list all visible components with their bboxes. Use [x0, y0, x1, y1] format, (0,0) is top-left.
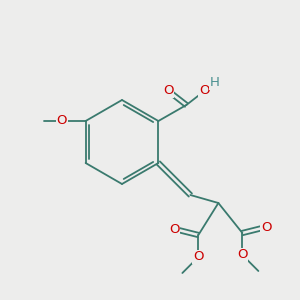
Text: O: O: [199, 85, 210, 98]
Text: O: O: [56, 115, 67, 128]
Text: O: O: [163, 85, 174, 98]
Text: H: H: [209, 76, 219, 89]
Text: O: O: [261, 220, 272, 233]
Text: O: O: [193, 250, 204, 263]
Text: O: O: [169, 223, 180, 236]
Text: O: O: [237, 248, 247, 262]
